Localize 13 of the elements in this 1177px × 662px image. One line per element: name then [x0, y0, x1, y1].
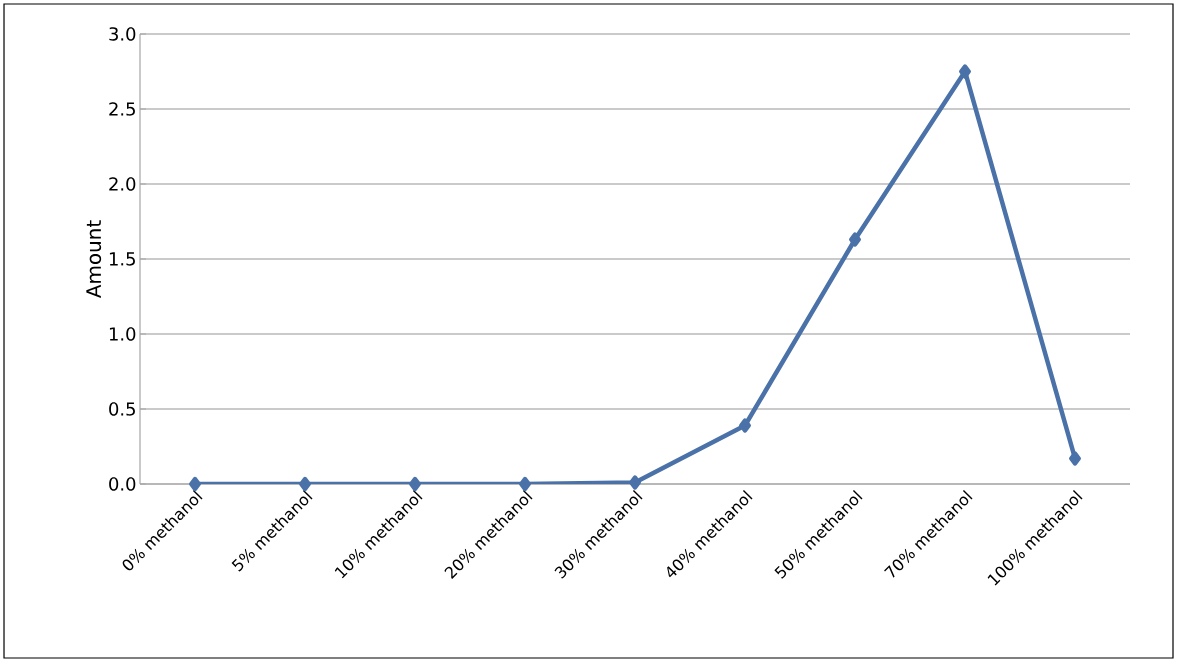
point [629, 475, 641, 490]
y-tick-label: 3.0 [109, 27, 136, 41]
point [739, 418, 751, 433]
y-tick-label: 0.0 [109, 477, 136, 491]
y-tick-label: 1.5 [109, 252, 135, 266]
y-tick-label: 2.5 [109, 102, 135, 116]
point [959, 64, 971, 79]
y-axis-title: Amount [86, 220, 102, 298]
y-tick-label: 1.0 [109, 327, 136, 341]
point [1069, 451, 1081, 466]
point [849, 232, 861, 247]
y-tick-label: 0.5 [109, 402, 135, 416]
y-tick-label: 2.0 [109, 177, 136, 191]
